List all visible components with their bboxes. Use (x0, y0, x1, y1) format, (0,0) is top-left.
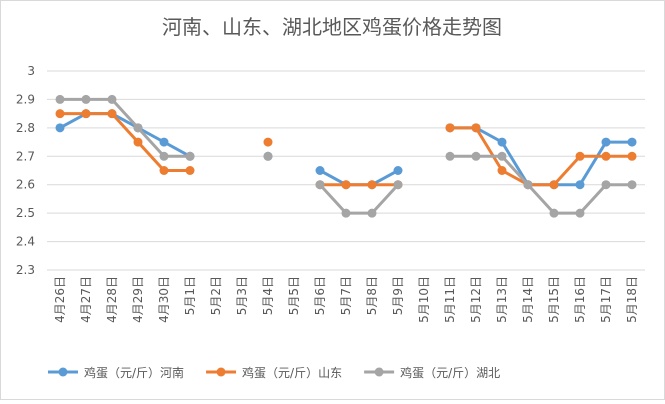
legend-marker (374, 367, 384, 377)
data-point (263, 151, 273, 161)
x-tick-label: 5月5日 (287, 276, 301, 315)
data-point (315, 180, 325, 190)
x-tick-label: 5月2日 (209, 276, 223, 315)
data-point (81, 94, 91, 104)
data-point (185, 166, 195, 175)
data-point (627, 151, 637, 161)
data-point (471, 151, 481, 161)
data-point (133, 123, 143, 133)
x-tick-label: 5月17日 (599, 276, 613, 323)
data-point (575, 180, 585, 190)
x-tick-label: 5月6日 (313, 276, 327, 315)
data-point (159, 137, 169, 147)
data-point (549, 208, 559, 218)
data-point (159, 166, 169, 175)
data-point (627, 180, 637, 190)
y-tick-label: 2.6 (16, 178, 35, 192)
data-point (341, 180, 351, 190)
x-tick-label: 5月18日 (625, 276, 639, 323)
data-point (393, 180, 403, 190)
data-point (601, 151, 611, 161)
data-point (471, 123, 481, 133)
legend-marker (58, 367, 68, 377)
data-point (575, 208, 585, 218)
legend-label: 鸡蛋（元/斤）河南 (84, 365, 184, 380)
x-tick-label: 5月15日 (547, 276, 561, 323)
y-tick-label: 2.7 (16, 149, 35, 163)
x-tick-label: 4月28日 (105, 276, 119, 323)
y-tick-label: 3 (27, 64, 35, 78)
data-point (601, 137, 611, 147)
data-point (601, 180, 611, 190)
data-point (55, 94, 65, 104)
legend-label: 鸡蛋（元/斤）山东 (242, 365, 342, 380)
data-point (263, 137, 273, 147)
data-point (367, 208, 377, 218)
data-point (367, 180, 377, 190)
x-tick-label: 5月3日 (235, 276, 249, 315)
data-point (497, 137, 507, 147)
x-tick-label: 5月10日 (417, 276, 431, 323)
x-tick-label: 5月7日 (339, 276, 353, 315)
chart-title: 河南、山东、湖北地区鸡蛋价格走势图 (162, 15, 502, 39)
y-tick-label: 2.8 (16, 121, 35, 135)
data-point (159, 151, 169, 161)
data-point (107, 94, 117, 104)
x-tick-label: 4月30日 (157, 276, 171, 323)
legend-label: 鸡蛋（元/斤）湖北 (400, 365, 500, 380)
data-point (627, 137, 637, 147)
data-point (445, 151, 455, 161)
x-tick-label: 5月12日 (469, 276, 483, 323)
data-point (81, 109, 91, 119)
data-point (497, 166, 507, 175)
data-point (497, 151, 507, 161)
data-point (341, 208, 351, 218)
x-tick-label: 5月14日 (521, 276, 535, 323)
data-point (55, 109, 65, 119)
data-point (549, 180, 559, 190)
data-point (575, 151, 585, 161)
data-point (185, 151, 195, 161)
x-tick-label: 4月26日 (53, 276, 67, 323)
x-tick-label: 5月11日 (443, 276, 457, 323)
y-tick-label: 2.5 (16, 206, 35, 220)
x-tick-label: 5月9日 (391, 276, 405, 315)
legend-marker (216, 367, 226, 377)
data-point (445, 123, 455, 133)
data-point (523, 180, 533, 190)
y-tick-label: 2.4 (16, 235, 35, 249)
x-tick-label: 4月27日 (79, 276, 93, 323)
x-tick-label: 5月4日 (261, 276, 275, 315)
x-tick-label: 5月16日 (573, 276, 587, 323)
y-tick-label: 2.9 (16, 92, 35, 106)
x-tick-label: 5月13日 (495, 276, 509, 323)
y-tick-label: 2.3 (16, 263, 35, 277)
data-point (315, 166, 325, 175)
data-point (55, 123, 65, 133)
data-point (133, 137, 143, 147)
data-point (393, 166, 403, 175)
data-point (107, 109, 117, 119)
x-tick-label: 4月29日 (131, 276, 145, 323)
x-tick-label: 5月8日 (365, 276, 379, 315)
x-tick-label: 5月1日 (183, 276, 197, 315)
